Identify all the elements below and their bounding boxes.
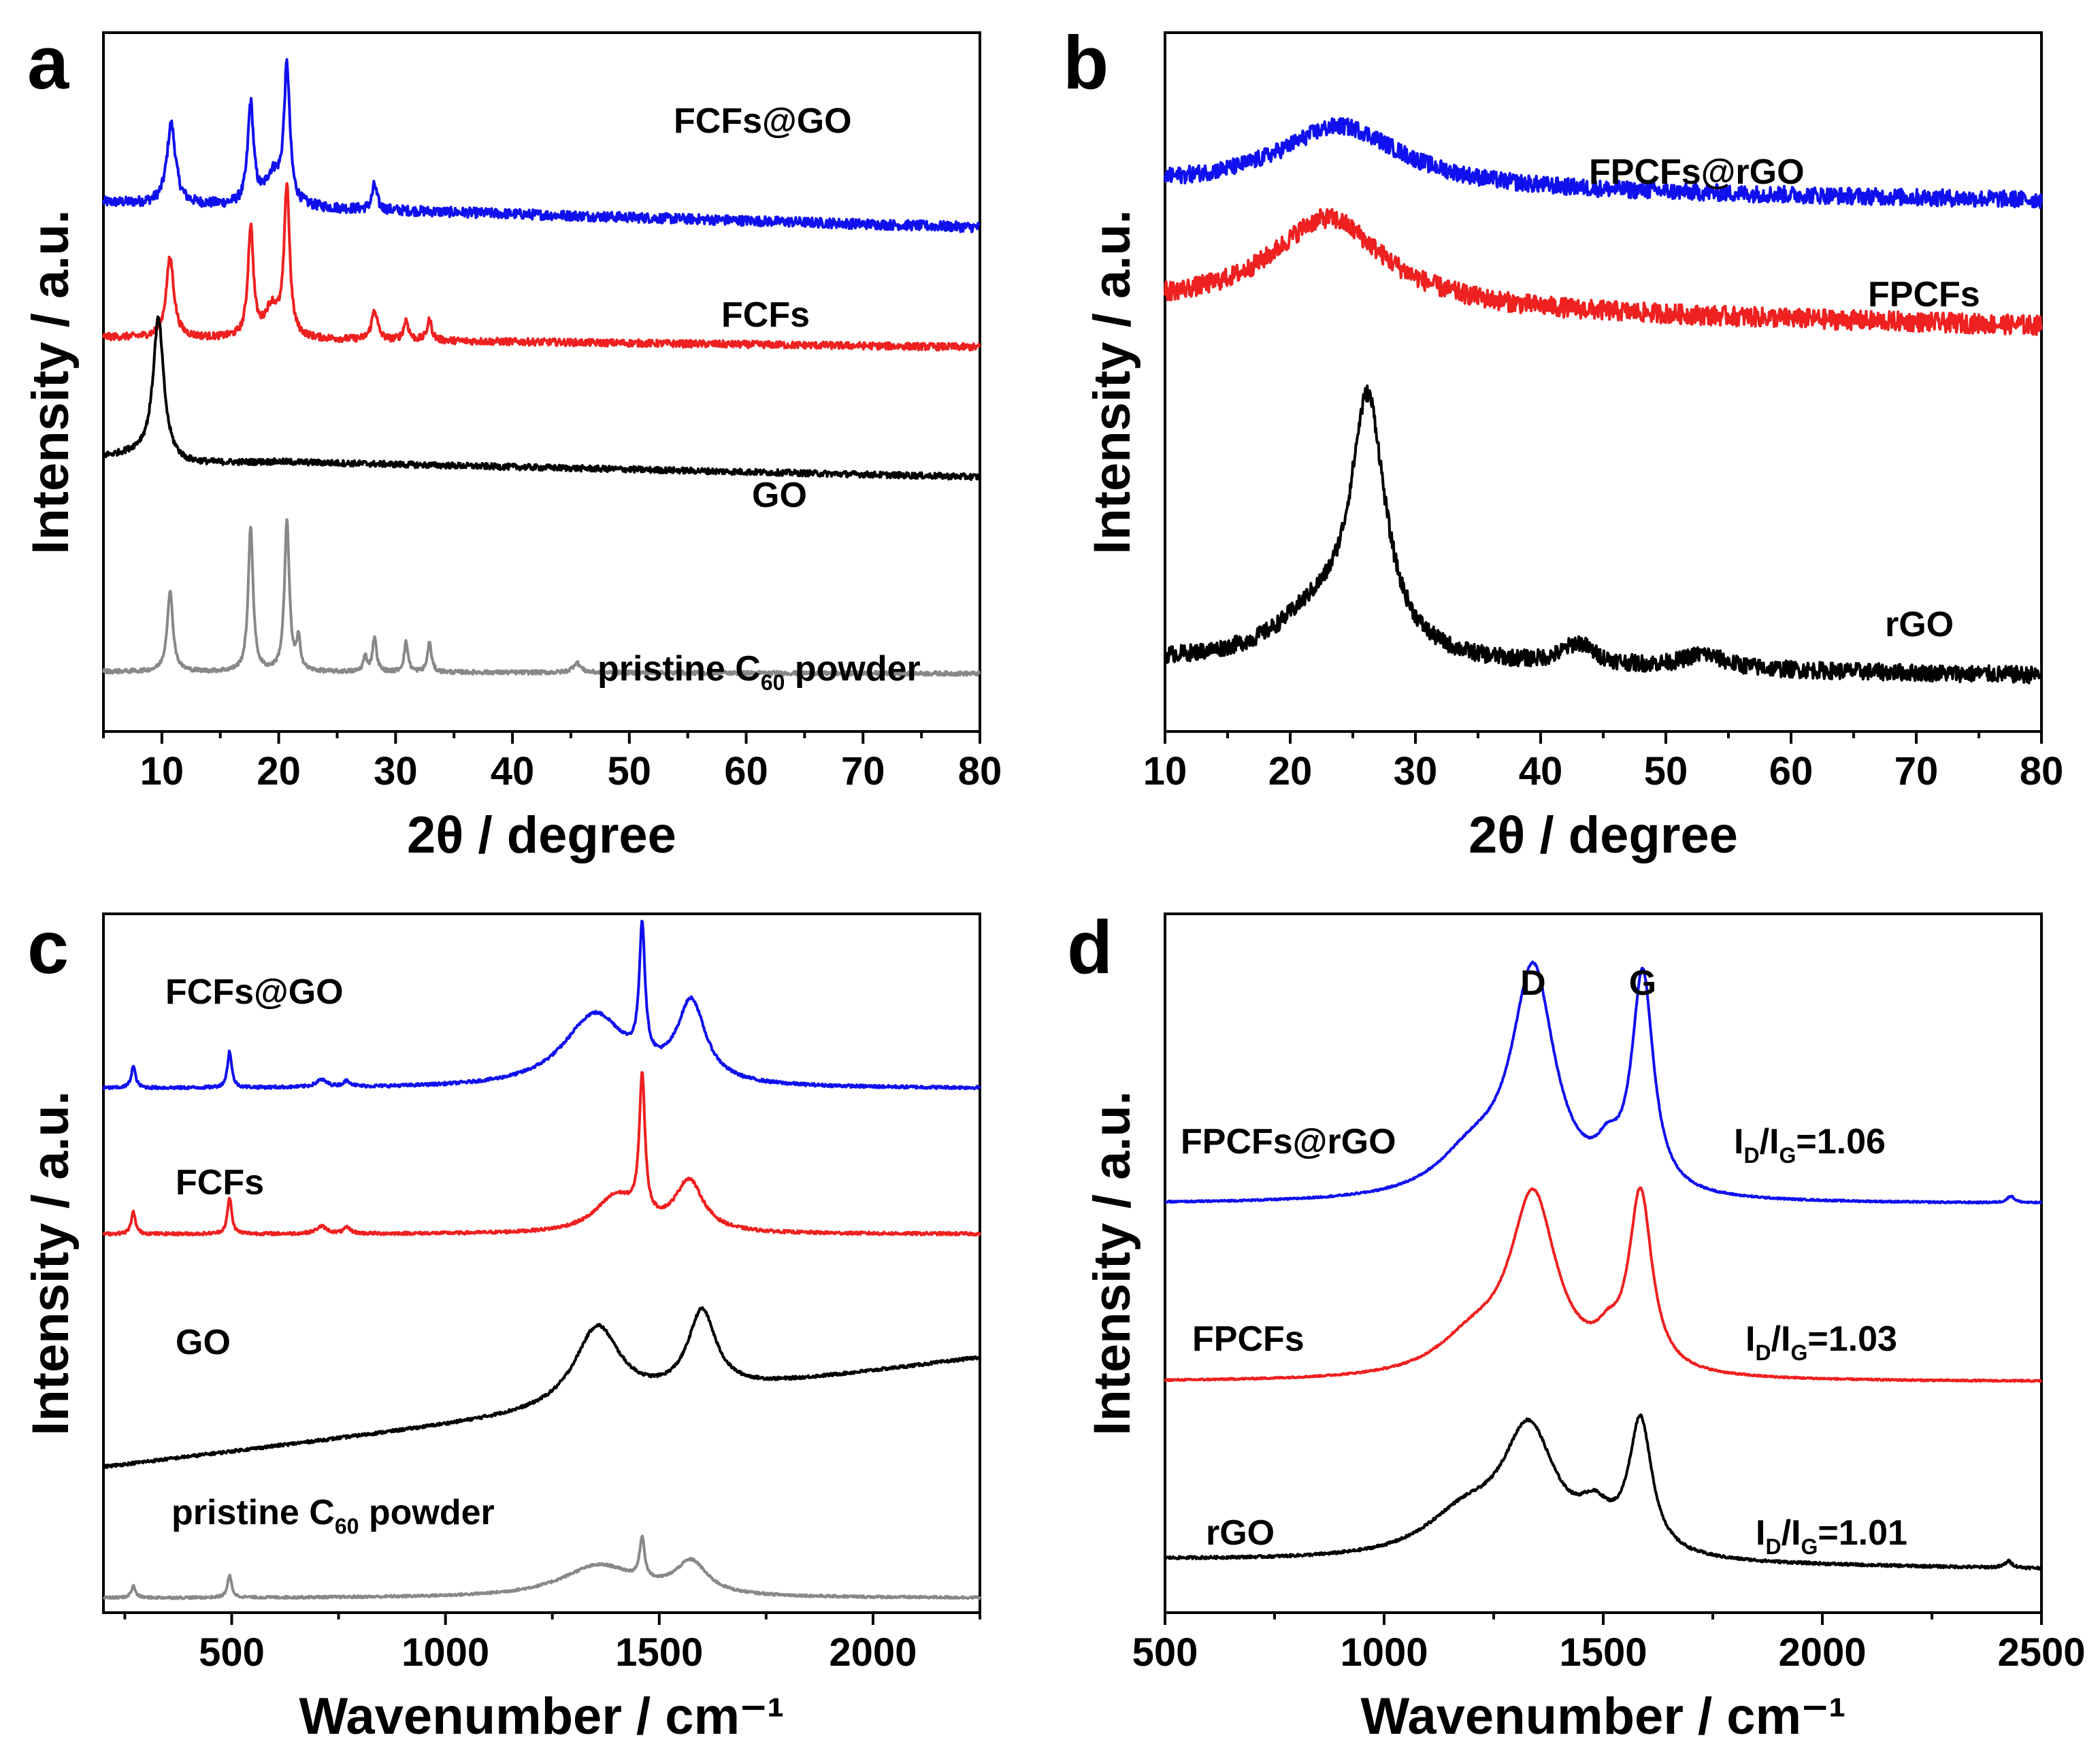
x-tick-label: 20 [257,749,301,793]
x-axis-title: Wavenumber / cm⁻¹ [299,1688,784,1745]
ratio-label: ID/IG=1.01 [1756,1513,1907,1559]
series-label: GO [176,1323,231,1362]
series-label: rGO [1885,605,1954,644]
panel-letter: d [1067,906,1113,989]
x-tick-label: 50 [608,749,652,793]
y-axis-title: Intensity / a.u. [1083,1091,1141,1436]
plot-frame [102,31,981,733]
series-trace [102,1534,981,1600]
panel-c: c 500 1000 1500 2000 Wavenumber / cm⁻¹ Intensi… [22,906,981,1745]
series-label: FPCFs [1192,1319,1305,1359]
x-tick-label: 40 [1519,749,1563,793]
series-trace [102,919,981,1091]
x-tick-label: 70 [1894,749,1939,793]
x-tick-label: 30 [1394,749,1438,793]
x-tick-label: 2500 [1997,1630,2085,1675]
x-tick-label: 1000 [401,1630,489,1675]
panel-letter: c [27,906,69,989]
x-tick-label: 60 [1769,749,1814,793]
series-label: pristine C60 powder [597,649,921,695]
x-tick-label: 80 [2020,749,2064,793]
series-label: FPCFs@rGO [1589,152,1805,192]
series-trace [102,518,981,677]
x-tick-label: 20 [1268,749,1313,793]
ratio-label: ID/IG=1.06 [1734,1122,1886,1168]
x-tick-label: 1500 [1559,1630,1647,1675]
series-trace [1164,1186,2043,1383]
x-tick-label: 2000 [1778,1630,1866,1675]
series-trace [1164,960,2043,1205]
series-label: GO [752,476,807,515]
series-trace [102,1071,981,1237]
series-label: FPCFs@rGO [1181,1122,1396,1162]
peak-annotation: D [1520,964,1546,1003]
ratio-label: ID/IG=1.03 [1745,1319,1897,1365]
series-trace [1164,1413,2043,1571]
series-label: FCFs@GO [674,101,852,141]
series-label: pristine C60 powder [171,1493,495,1538]
x-tick-label: 2000 [829,1630,917,1675]
series-label: FPCFs [1868,275,1980,314]
plot-frame [1164,912,2043,1614]
x-tick-label: 10 [1143,749,1187,793]
x-axis-title: Wavenumber / cm⁻¹ [1360,1688,1845,1745]
series-trace [1164,384,2043,685]
x-tick-label: 40 [491,749,535,793]
x-tick-label: 500 [1132,1630,1198,1675]
x-tick-label: 70 [841,749,885,793]
x-tick-label: 50 [1644,749,1688,793]
y-axis-title: Intensity / a.u. [22,210,80,555]
series-label: FCFs [721,295,810,335]
panel-d: d 500 1000 1500 2000 2500 Wavenumber / cm⁻¹ Int… [1067,906,2086,1745]
y-axis-title: Intensity / a.u. [1083,210,1141,555]
peak-annotation: G [1629,964,1656,1003]
series-trace [1164,117,2043,210]
x-axis-title: 2θ / degree [1469,806,1738,864]
series-label: rGO [1206,1513,1275,1553]
series-trace [102,1306,981,1469]
series-trace [102,315,981,481]
y-axis-title: Intensity / a.u. [22,1091,80,1436]
series-trace [102,58,981,233]
x-tick-label: 1500 [615,1630,703,1675]
x-tick-label: 80 [958,749,1002,793]
x-tick-label: 30 [374,749,418,793]
x-tick-label: 1000 [1340,1630,1428,1675]
series-label: FCFs [176,1163,264,1202]
panel-letter: b [1063,21,1109,105]
panel-a: a 10 20 30 40 50 60 70 80 2θ / degree Intensity / … [22,21,1002,864]
panel-b: b 10 20 30 40 50 60 70 80 2θ / degree Intensity / … [1063,21,2063,864]
series-label: FCFs@GO [165,972,344,1012]
x-tick-label: 500 [199,1630,265,1675]
x-tick-label: 60 [724,749,768,793]
panel-letter: a [27,21,69,105]
x-tick-label: 10 [140,749,184,793]
series-trace [102,182,981,352]
x-axis-title: 2θ / degree [407,806,676,864]
series-trace [1164,208,2043,336]
plot-frame [102,912,981,1614]
